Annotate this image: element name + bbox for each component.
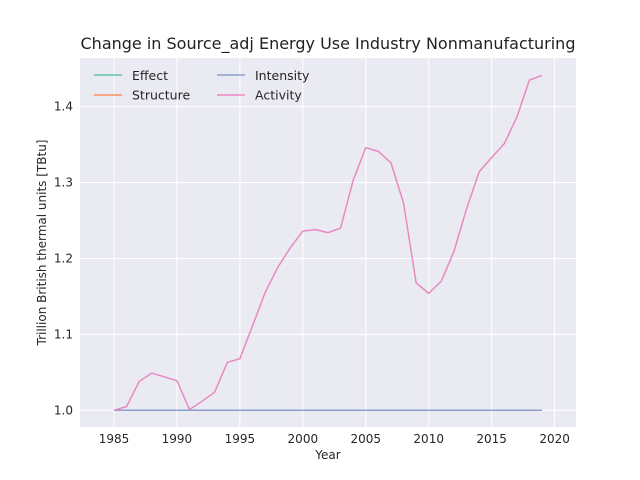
y-tick-label: 1.4 — [54, 100, 73, 114]
plot-area — [80, 58, 576, 427]
y-axis-label: Trillion British thermal units [TBtu] — [35, 140, 49, 347]
legend-label-intensity: Intensity — [255, 68, 310, 83]
legend-item-intensity: Intensity — [217, 68, 310, 83]
x-tick-label: 2005 — [350, 432, 381, 446]
series-line-activity — [113, 74, 543, 412]
x-tick-label: 1990 — [162, 432, 193, 446]
x-tick-labels: 1985 1990 1995 2000 2005 2010 2015 2020 — [99, 432, 570, 446]
series-lines — [113, 74, 543, 412]
y-tick-label: 1.0 — [54, 403, 73, 417]
x-tick-label: 1995 — [225, 432, 256, 446]
x-axis-label: Year — [314, 448, 340, 462]
legend-label-activity: Activity — [255, 88, 302, 103]
x-tick-label: 2010 — [413, 432, 444, 446]
y-tick-label: 1.3 — [54, 176, 73, 190]
x-tick-label: 1985 — [99, 432, 130, 446]
legend: Effect Structure Intensity Activity — [94, 68, 310, 103]
legend-item-activity: Activity — [217, 88, 302, 103]
legend-label-structure: Structure — [132, 88, 190, 103]
legend-item-effect: Effect — [94, 68, 168, 83]
x-tick-label: 2015 — [476, 432, 507, 446]
x-tick-label: 2000 — [288, 432, 319, 446]
x-tick-label: 2020 — [539, 432, 570, 446]
chart-title: Change in Source_adj Energy Use Industry… — [81, 34, 576, 54]
y-tick-label: 1.2 — [54, 251, 73, 265]
y-tick-label: 1.1 — [54, 327, 73, 341]
y-tick-labels: 1.0 1.1 1.2 1.3 1.4 — [54, 100, 73, 418]
x-gridlines — [113, 58, 556, 427]
legend-item-structure: Structure — [94, 88, 190, 103]
legend-label-effect: Effect — [132, 68, 168, 83]
